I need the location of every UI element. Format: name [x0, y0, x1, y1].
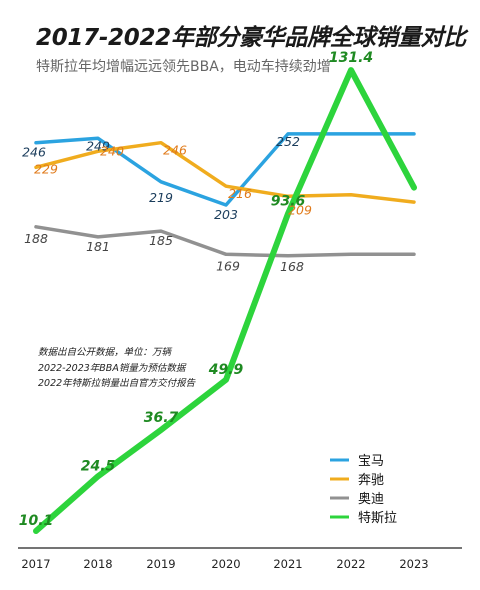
data-label: 240	[100, 143, 124, 158]
data-label: 246	[163, 143, 187, 158]
data-label: 49.9	[208, 362, 244, 378]
x-tick-label: 2021	[273, 557, 302, 571]
data-label: 252	[276, 134, 300, 149]
legend-label: 奥迪	[358, 492, 384, 507]
data-label: 185	[149, 233, 173, 248]
legend-label: 奔驰	[358, 473, 384, 488]
note-line: 数据出自公开数据，单位：万辆	[38, 347, 172, 358]
series-line	[34, 140, 416, 204]
data-label: 24.5	[81, 458, 116, 474]
data-label: 219	[149, 190, 173, 205]
data-label: 93.6	[271, 194, 306, 210]
data-label: 209	[288, 202, 312, 217]
x-tick-label: 2017	[21, 557, 50, 571]
series-line	[33, 67, 417, 534]
data-label: 249	[86, 138, 110, 153]
series-line	[34, 225, 416, 258]
chart-title: 2017-2022年部分豪华品牌全球销量对比	[36, 25, 466, 51]
source-notes: 数据出自公开数据，单位：万辆 2022-2023年BBA销量为预估数据 2022…	[38, 345, 195, 392]
series-line	[34, 132, 416, 207]
note-line: 2022年特斯拉销量出自官方交付报告	[38, 378, 196, 389]
data-label: 188	[24, 231, 48, 246]
legend-label: 宝马	[358, 454, 384, 469]
data-label: 229	[34, 161, 58, 176]
data-label: 246	[22, 145, 46, 160]
x-tick-label: 2019	[146, 557, 175, 571]
x-tick-label: 2020	[211, 557, 240, 571]
x-tick-label: 2022	[336, 557, 365, 571]
data-label: 131.4	[329, 50, 373, 66]
note-line: 2022-2023年BBA销量为预估数据	[38, 362, 186, 374]
data-label: 203	[214, 207, 238, 222]
data-label: 10.1	[19, 513, 54, 529]
data-label: 168	[280, 259, 304, 274]
data-label: 216	[228, 186, 252, 201]
legend-label: 特斯拉	[358, 511, 397, 526]
x-tick-label: 2023	[399, 557, 428, 571]
x-tick-label: 2018	[83, 557, 112, 571]
data-label: 181	[86, 239, 110, 254]
chart-subtitle: 特斯拉年均增幅远远领先BBA，电动车持续劲增	[36, 59, 331, 75]
data-label: 169	[216, 258, 240, 273]
data-label: 36.7	[144, 410, 179, 426]
